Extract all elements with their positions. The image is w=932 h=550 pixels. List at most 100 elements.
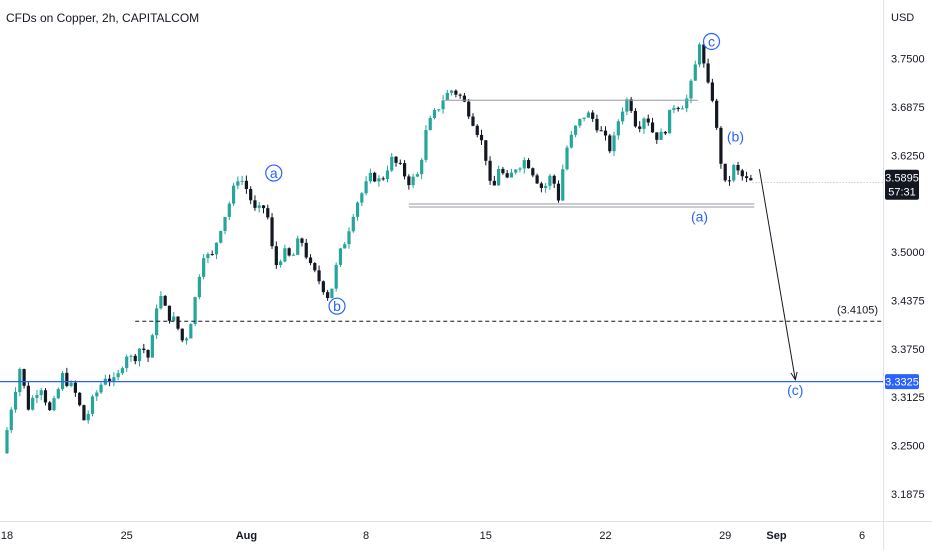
candle-body: [740, 170, 744, 177]
candle-body: [5, 430, 9, 454]
candle-body: [266, 208, 270, 218]
candle-body: [424, 130, 428, 160]
candle-body: [86, 413, 90, 421]
candle-body: [355, 202, 360, 217]
wave-label: (a): [691, 208, 708, 224]
wave-label: c: [708, 33, 715, 49]
wave-label: a: [270, 165, 278, 181]
candle-body: [693, 64, 697, 81]
candle-body: [343, 244, 347, 249]
candle-body: [296, 238, 300, 255]
candle-body: [680, 108, 685, 110]
candle-body: [99, 384, 103, 393]
candle-body: [210, 254, 214, 256]
candle-body: [437, 109, 441, 111]
projection-arrow-head: [790, 371, 798, 381]
candle-body: [125, 356, 129, 369]
candle-body: [202, 258, 206, 277]
candle-body: [39, 390, 43, 396]
candle-body: [744, 176, 749, 179]
current-price-value: 3.5895: [885, 173, 919, 185]
candle-body: [608, 135, 612, 152]
candle-body: [591, 112, 595, 119]
candle-body: [706, 63, 710, 83]
candle-body: [52, 398, 56, 411]
candle-body: [454, 90, 458, 95]
candle-body: [373, 172, 377, 182]
price-tick-label: 3.4375: [891, 295, 925, 307]
candle-body: [223, 216, 227, 231]
candle-body: [736, 165, 740, 171]
candle-body: [484, 140, 488, 161]
candle-body: [663, 131, 667, 134]
time-tick-label: 15: [480, 530, 492, 542]
candle-body: [95, 392, 99, 397]
candle-body: [304, 242, 308, 258]
candle-body: [462, 95, 467, 102]
candle-body: [291, 254, 296, 256]
wave-label: b: [333, 298, 341, 314]
candle-body: [214, 242, 219, 255]
candle-body: [479, 134, 484, 141]
candle-body: [172, 316, 176, 321]
candle-body: [509, 172, 514, 178]
candle-body: [69, 382, 73, 386]
candle-body: [715, 100, 719, 128]
candle-body: [625, 99, 629, 112]
time-tick-label: 18: [1, 530, 13, 542]
candle-body: [159, 295, 163, 309]
candle-body: [445, 92, 449, 101]
candle-body: [655, 132, 659, 140]
candle-body: [180, 328, 184, 341]
candle-body: [274, 246, 278, 265]
candle-body: [578, 118, 582, 126]
candle-body: [672, 107, 676, 110]
candle-body: [129, 355, 133, 357]
wave-label: (c): [787, 382, 803, 398]
time-tick-label: 29: [719, 530, 731, 542]
candle-body: [146, 349, 150, 358]
candle-body: [249, 188, 253, 201]
currency-label: USD: [891, 12, 914, 24]
candle-body: [22, 369, 26, 386]
candle-body: [497, 168, 501, 186]
candle-body: [514, 169, 518, 173]
candle-body: [544, 185, 548, 188]
candle-body: [548, 175, 552, 186]
candle-body: [650, 122, 655, 133]
candle-body: [326, 292, 330, 299]
candle-body: [189, 324, 193, 339]
price-tick-label: 3.7500: [891, 54, 925, 66]
current-price-tag: 3.5895 57:31: [885, 169, 919, 200]
candle-body: [31, 397, 35, 410]
time-axis[interactable]: 18 25 Aug 8 15 22 29 Sep 6: [1, 530, 865, 542]
candle-body: [633, 110, 638, 127]
candle-body: [629, 99, 633, 111]
dashed-level-label: (3.4105): [837, 304, 878, 316]
candle-body: [710, 82, 714, 101]
candle-body: [407, 176, 411, 186]
candle-body: [561, 169, 565, 201]
candle-body: [377, 178, 381, 182]
candle-body: [142, 348, 146, 350]
candle-body: [60, 372, 65, 390]
chart-title: CFDs on Copper, 2h, CAPITALCOM: [6, 11, 199, 25]
candle-body: [300, 238, 304, 243]
price-axis[interactable]: 3.7500 3.6875 3.6250 3.5000 3.4375 3.3750 3.31…: [891, 54, 925, 501]
candle-body: [347, 231, 351, 245]
candle-body: [351, 216, 355, 232]
candle-body: [308, 257, 313, 264]
candle-body: [206, 254, 210, 259]
candle-body: [475, 125, 479, 135]
time-tick-label: 25: [121, 530, 133, 542]
candle-body: [420, 159, 424, 175]
candle-body: [317, 270, 321, 282]
price-tick-label: 3.2500: [891, 441, 925, 453]
candle-body: [749, 178, 753, 181]
candle-body: [732, 165, 736, 181]
candle-body: [313, 263, 317, 271]
candle-body: [723, 163, 727, 181]
candle-body: [381, 178, 385, 180]
candle-body: [612, 135, 616, 152]
